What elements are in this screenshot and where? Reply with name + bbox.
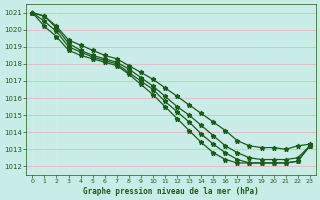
X-axis label: Graphe pression niveau de la mer (hPa): Graphe pression niveau de la mer (hPa) bbox=[83, 187, 259, 196]
